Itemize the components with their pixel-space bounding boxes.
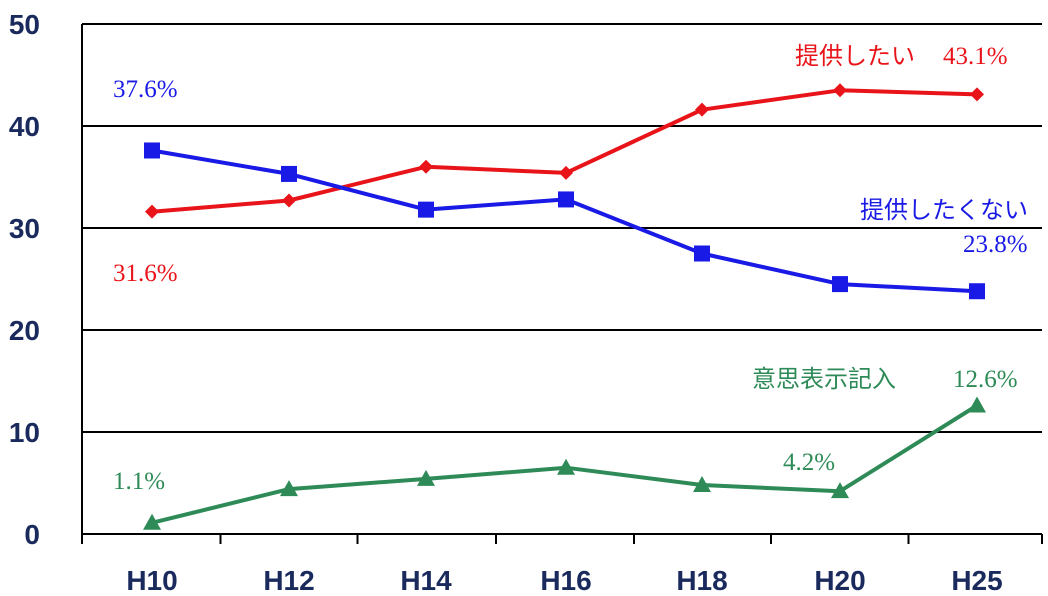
annotation-green-end: 12.6% <box>953 366 1018 393</box>
x-tick-H12: H12 <box>263 565 314 596</box>
x-tick-H20: H20 <box>814 565 865 596</box>
y-tick-40: 40 <box>9 111 40 142</box>
y-tick-30: 30 <box>9 213 40 244</box>
x-tick-H16: H16 <box>540 565 591 596</box>
series-label-provide: 提供したい <box>795 42 915 70</box>
annotation-red-end: 43.1% <box>943 43 1008 70</box>
y-tick-50: 50 <box>9 9 40 40</box>
annotation-red-start: 31.6% <box>113 260 178 287</box>
marker-s1-H18 <box>694 246 710 262</box>
y-tick-0: 0 <box>24 519 40 550</box>
marker-s1-H25 <box>969 283 985 299</box>
x-tick-H14: H14 <box>400 565 452 596</box>
annotation-green-start: 1.1% <box>113 468 165 495</box>
series-label-intention: 意思表示記入 <box>752 365 896 393</box>
marker-s1-H10 <box>144 142 160 158</box>
marker-s1-H16 <box>558 191 574 207</box>
y-tick-10: 10 <box>9 417 40 448</box>
x-tick-H25: H25 <box>951 565 1002 596</box>
annotation-blue-end: 23.8% <box>963 231 1028 258</box>
annotation-blue-start: 37.6% <box>113 76 178 103</box>
annotation-green-h20: 4.2% <box>783 449 835 476</box>
y-tick-20: 20 <box>9 315 40 346</box>
series-label-not-provide: 提供したくない <box>860 196 1028 224</box>
x-tick-H10: H10 <box>126 565 177 596</box>
marker-s1-H14 <box>418 202 434 218</box>
marker-s1-H20 <box>832 276 848 292</box>
marker-s1-H12 <box>281 166 297 182</box>
x-tick-H18: H18 <box>676 565 727 596</box>
